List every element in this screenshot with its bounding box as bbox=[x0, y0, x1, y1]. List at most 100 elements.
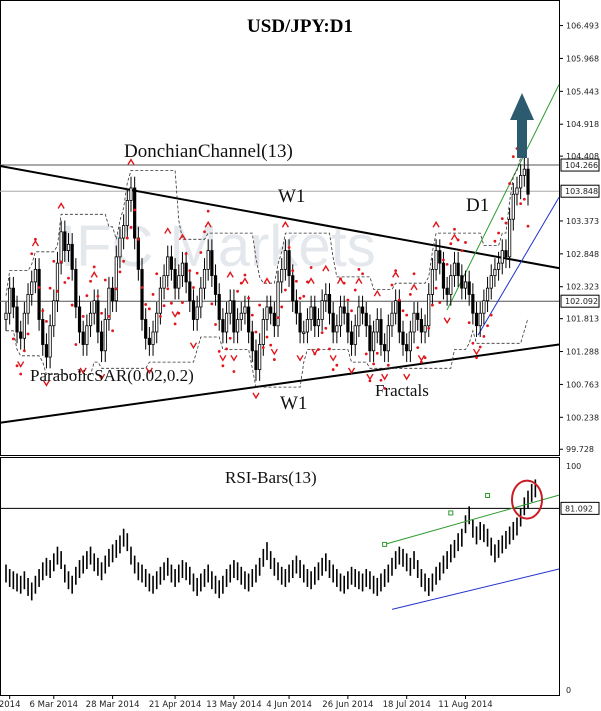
fractal-down-marker bbox=[270, 348, 278, 356]
candle-body bbox=[408, 331, 412, 352]
candle-body bbox=[401, 331, 405, 345]
fractal-up-marker bbox=[263, 277, 271, 285]
fractal-down-marker bbox=[296, 354, 304, 362]
psar-dot bbox=[122, 259, 126, 263]
candle-body bbox=[184, 262, 188, 283]
candle-body bbox=[37, 268, 41, 320]
psar-dot bbox=[236, 289, 239, 293]
price-panel bbox=[0, 0, 560, 456]
psar-dot bbox=[449, 242, 453, 246]
psar-dot bbox=[497, 231, 500, 235]
candle-body bbox=[155, 312, 159, 333]
psar-dot bbox=[85, 294, 89, 298]
candle-body bbox=[379, 319, 383, 345]
psar-dot bbox=[89, 279, 92, 283]
rsi-layer bbox=[0, 479, 560, 610]
candle-body bbox=[147, 337, 151, 345]
candle-body bbox=[103, 319, 107, 352]
psar-dot bbox=[346, 298, 350, 302]
up-arrow-icon bbox=[510, 93, 534, 158]
fractal-up-marker bbox=[322, 264, 330, 272]
psar-dot bbox=[147, 307, 151, 311]
price-tick-label: 105.443 bbox=[566, 87, 599, 96]
candle-body bbox=[122, 225, 126, 239]
psar-dot bbox=[412, 272, 416, 276]
fractal-down-marker bbox=[17, 361, 25, 368]
candle-body bbox=[4, 312, 8, 320]
candle-body bbox=[386, 325, 390, 352]
psar-dot bbox=[214, 323, 217, 326]
psar-dot bbox=[136, 237, 140, 241]
fractal-down-marker bbox=[171, 311, 179, 318]
psar-dot bbox=[34, 237, 37, 241]
candle-body bbox=[272, 312, 276, 327]
psar-dot bbox=[170, 301, 173, 305]
psar-dot bbox=[45, 319, 48, 323]
candle-body bbox=[59, 231, 63, 264]
price-tick-label: 101.288 bbox=[566, 348, 599, 357]
psar-dot bbox=[519, 202, 523, 206]
price-tick-label: 104.918 bbox=[566, 120, 599, 129]
candle-body bbox=[360, 306, 365, 314]
w1-resistance-line bbox=[0, 165, 560, 270]
candle-body bbox=[427, 294, 431, 327]
candle-body bbox=[452, 262, 457, 277]
rsi-highlight-circle bbox=[511, 479, 543, 520]
price-layer bbox=[0, 84, 560, 424]
psar-dot bbox=[30, 252, 34, 256]
candle-body bbox=[173, 268, 177, 289]
candle-body bbox=[302, 331, 306, 334]
psar-dot bbox=[442, 258, 445, 262]
psar-dot bbox=[504, 221, 508, 225]
fractal-down-marker bbox=[189, 342, 198, 350]
candle-body bbox=[224, 312, 229, 333]
candle-body bbox=[202, 268, 207, 289]
candle-body bbox=[467, 281, 471, 295]
candle-body bbox=[294, 300, 299, 314]
candle-body bbox=[375, 319, 379, 333]
candle-body bbox=[471, 294, 475, 314]
candle-body bbox=[191, 300, 196, 320]
candle-body bbox=[88, 312, 93, 327]
psar-dot bbox=[405, 313, 409, 317]
date-tick-label: 26 Jun 2014 bbox=[322, 700, 373, 710]
candle-body bbox=[158, 287, 162, 314]
d1-lower-line bbox=[477, 197, 560, 336]
candle-body bbox=[416, 312, 420, 320]
fractal-up-marker bbox=[31, 239, 40, 247]
d1-label: D1 bbox=[466, 195, 489, 216]
candle-body bbox=[66, 243, 71, 251]
psar-dot bbox=[261, 346, 265, 350]
fractal-down-marker bbox=[252, 392, 260, 400]
psar-dot bbox=[210, 302, 214, 306]
candle-body bbox=[70, 243, 74, 270]
candle-body bbox=[438, 250, 442, 264]
psar-dot bbox=[114, 287, 118, 291]
fractal-up-marker bbox=[226, 271, 234, 278]
candle-body bbox=[511, 193, 515, 220]
rsi-tick-label: 0 bbox=[566, 686, 571, 695]
candle-body bbox=[331, 312, 335, 333]
psar-dot bbox=[397, 298, 401, 302]
candle-body bbox=[291, 275, 295, 302]
candle-body bbox=[519, 175, 523, 189]
candle-body bbox=[114, 256, 118, 302]
price-tick-label: 104.408 bbox=[566, 152, 599, 161]
candle-body bbox=[221, 319, 225, 333]
psar-dot bbox=[140, 286, 144, 289]
fractal-up-marker bbox=[373, 289, 381, 297]
price-badge bbox=[560, 294, 600, 308]
psar-dot bbox=[445, 262, 449, 266]
date-tick-label: 13 May 2014 bbox=[206, 700, 261, 710]
candle-body bbox=[195, 306, 199, 320]
candle-body bbox=[199, 287, 203, 308]
fractal-down-marker bbox=[366, 373, 374, 381]
psar-dot bbox=[166, 287, 170, 291]
candle-body bbox=[324, 294, 328, 302]
psar-dot bbox=[287, 246, 291, 249]
price-tick-label: 106.493 bbox=[566, 22, 599, 31]
fractal-down-marker bbox=[219, 354, 227, 362]
candle-body bbox=[298, 312, 302, 333]
psar-dot bbox=[48, 286, 52, 290]
